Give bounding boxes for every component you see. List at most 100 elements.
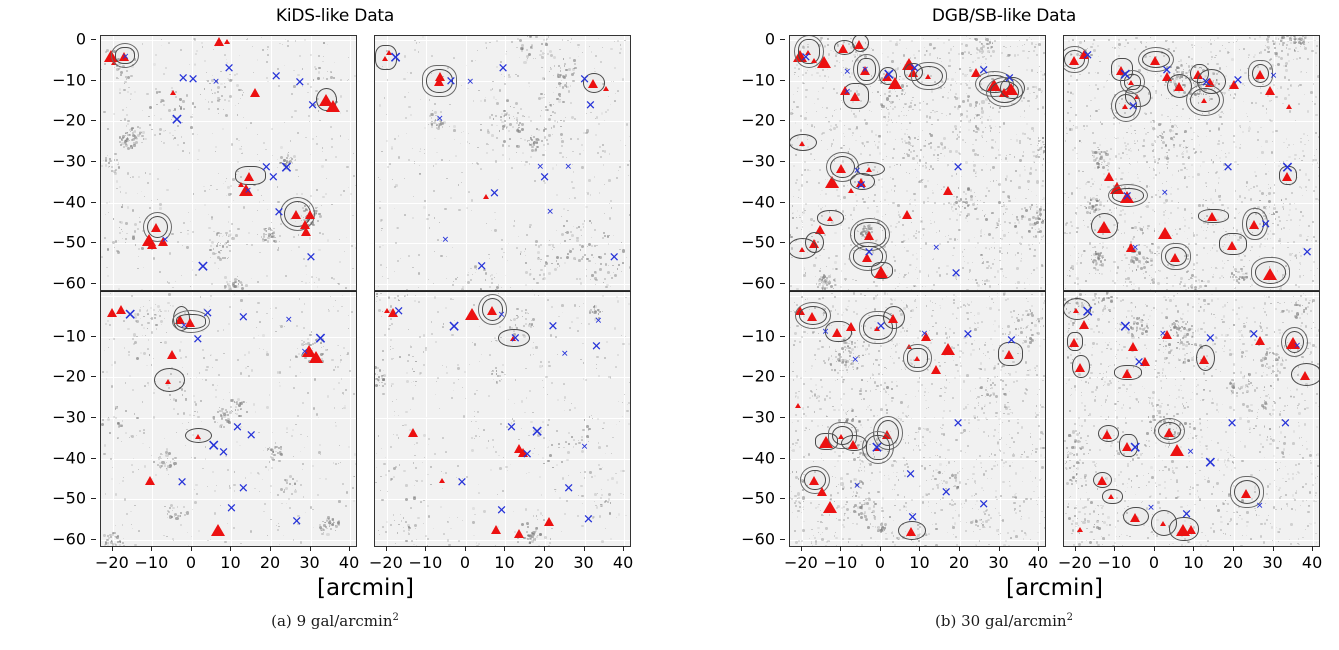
detected-peak-marker[interactable] (510, 335, 517, 341)
true-halo-marker[interactable]: ✕ (176, 475, 188, 491)
true-halo-marker[interactable]: ✕ (608, 250, 620, 266)
true-halo-marker[interactable]: ✕ (509, 331, 521, 347)
detected-peak-marker[interactable] (514, 529, 525, 539)
true-halo-marker[interactable]: ✕ (244, 186, 252, 197)
true-halo-marker[interactable]: ✕ (583, 512, 594, 528)
detected-peak-marker[interactable] (810, 57, 817, 63)
true-halo-marker[interactable]: ✕ (530, 422, 544, 442)
panel-a-top-right[interactable]: ✕ ✕ ✕ ✕ ✕ ✕ ✕ ✕ ✕ ✕ ✕ ✕ ✕ ✕ ✕ (374, 35, 631, 291)
true-halo-marker[interactable]: ✕ (177, 71, 189, 87)
detected-peak-marker[interactable] (157, 236, 168, 246)
true-halo-marker[interactable]: ✕ (441, 235, 450, 246)
true-halo-marker[interactable]: ✕ (260, 160, 272, 176)
detected-peak-marker[interactable] (300, 226, 311, 236)
true-halo-marker[interactable]: ✕ (447, 316, 461, 336)
true-halo-marker[interactable]: ✕ (496, 503, 507, 519)
true-halo-marker[interactable]: ✕ (536, 162, 545, 173)
detected-peak-marker[interactable] (483, 193, 490, 199)
true-halo-marker[interactable]: ✕ (539, 170, 551, 186)
true-halo-marker[interactable]: ✕ (497, 61, 509, 77)
true-halo-marker[interactable]: ✕ (218, 445, 230, 460)
detected-peak-marker[interactable] (115, 304, 126, 314)
panel-b-top-left[interactable]: ✕ ✕ ✕ ✕ ✕ ✕ ✕ ✕ ✕ ✕ ✕ ✕ ✕ ✕ (789, 35, 1046, 291)
true-halo-marker[interactable]: ✕ (223, 61, 235, 77)
detected-peak-marker[interactable] (464, 308, 479, 321)
true-halo-marker[interactable]: ✕ (237, 481, 249, 497)
true-halo-marker[interactable]: ✕ (196, 256, 210, 276)
true-halo-marker[interactable]: ✕ (273, 205, 285, 221)
detected-peak-marker[interactable] (194, 433, 201, 439)
detected-peak-marker[interactable] (210, 523, 225, 536)
true-halo-marker[interactable]: ✕ (456, 475, 468, 491)
detected-peak-marker[interactable] (214, 36, 225, 46)
detected-peak-marker[interactable] (543, 517, 554, 527)
detected-peak-marker[interactable] (300, 220, 311, 230)
true-halo-marker[interactable]: ✕ (212, 77, 220, 88)
detected-peak-marker[interactable] (250, 88, 261, 98)
detected-peak-marker[interactable] (433, 77, 444, 87)
detected-peak-marker[interactable] (146, 239, 157, 249)
detected-peak-marker[interactable] (151, 223, 162, 233)
detected-peak-marker[interactable] (588, 79, 599, 89)
true-halo-marker[interactable]: ✕ (192, 332, 204, 348)
true-halo-marker[interactable]: ✕ (161, 235, 169, 246)
true-halo-marker[interactable]: ✕ (521, 447, 533, 463)
detected-peak-marker[interactable] (170, 90, 177, 96)
detected-peak-marker[interactable] (382, 55, 389, 61)
true-halo-marker[interactable]: ✕ (547, 319, 559, 335)
true-halo-marker[interactable]: ✕ (564, 162, 573, 173)
detected-peak-marker[interactable] (118, 51, 129, 61)
true-halo-marker[interactable]: ✕ (187, 72, 199, 88)
true-halo-marker[interactable]: ✕ (393, 304, 405, 320)
true-halo-marker[interactable]: ✕ (267, 170, 279, 186)
true-halo-marker[interactable]: ✕ (466, 77, 475, 88)
detected-peak-marker[interactable] (184, 317, 195, 327)
detected-peak-marker[interactable] (244, 171, 255, 181)
true-halo-marker[interactable]: ✕ (291, 514, 303, 530)
true-halo-marker[interactable]: ✕ (590, 339, 602, 355)
true-halo-marker[interactable]: ✕ (294, 75, 306, 91)
true-halo-marker[interactable]: ✕ (226, 501, 237, 517)
true-halo-marker[interactable]: ✕ (170, 109, 184, 129)
detected-peak-marker[interactable] (439, 478, 446, 484)
true-halo-marker[interactable]: ✕ (388, 47, 403, 67)
true-halo-marker[interactable]: ✕ (231, 420, 243, 436)
true-halo-marker[interactable]: ✕ (563, 481, 575, 497)
true-halo-marker[interactable]: ✕ (585, 98, 596, 114)
true-halo-marker[interactable]: ✕ (488, 186, 500, 202)
detected-peak-marker[interactable] (486, 305, 497, 315)
detected-peak-marker[interactable] (602, 85, 609, 91)
true-halo-marker[interactable]: ✕ (546, 207, 554, 218)
detected-peak-marker[interactable] (145, 476, 156, 486)
true-halo-marker[interactable]: ✕ (123, 304, 137, 324)
true-halo-marker[interactable]: ✕ (445, 74, 457, 90)
true-halo-marker[interactable]: ✕ (307, 98, 318, 114)
detected-peak-marker[interactable] (518, 448, 529, 457)
detected-peak-marker[interactable] (305, 210, 316, 220)
true-halo-marker[interactable]: ✕ (202, 306, 214, 322)
true-halo-marker[interactable]: ✕ (476, 259, 488, 275)
true-halo-marker[interactable]: ✕ (270, 69, 282, 85)
true-halo-marker[interactable]: ✕ (305, 250, 317, 266)
true-halo-marker[interactable]: ✕ (300, 347, 309, 358)
detected-peak-marker[interactable] (383, 307, 390, 313)
true-halo-marker[interactable]: ✕ (285, 315, 293, 326)
panel-a-bottom-right[interactable]: ✕ ✕ ✕ ✕ ✕ ✕ ✕ ✕ ✕ ✕ ✕ ✕ ✕ ✕ ✕ ✕ (374, 291, 631, 547)
detected-peak-marker[interactable] (165, 378, 172, 384)
panel-a-top-left[interactable]: ✕ ✕ ✕ ✕ ✕ ✕ ✕ ✕ ✕ ✕ ✕ ✕ ✕ ✕ ✕ ✕ ✕ (100, 35, 357, 291)
detected-peak-marker[interactable] (167, 350, 178, 360)
true-halo-marker[interactable]: ✕ (580, 442, 589, 453)
true-halo-marker[interactable]: ✕ (245, 428, 257, 444)
detected-peak-marker[interactable] (223, 39, 230, 45)
true-halo-marker[interactable]: ✕ (237, 310, 249, 326)
true-halo-marker[interactable]: ✕ (561, 349, 569, 360)
detected-peak-marker[interactable] (838, 43, 849, 53)
detected-peak-marker[interactable] (309, 351, 324, 364)
true-halo-marker[interactable]: ✕ (206, 436, 221, 456)
detected-peak-marker[interactable] (804, 49, 811, 55)
true-halo-marker[interactable]: ✕ (121, 52, 130, 63)
true-halo-marker[interactable]: ✕ (505, 420, 517, 436)
true-halo-marker[interactable]: ✕ (180, 321, 188, 332)
detected-peak-marker[interactable] (816, 56, 831, 69)
true-halo-marker[interactable]: ✕ (594, 316, 603, 327)
